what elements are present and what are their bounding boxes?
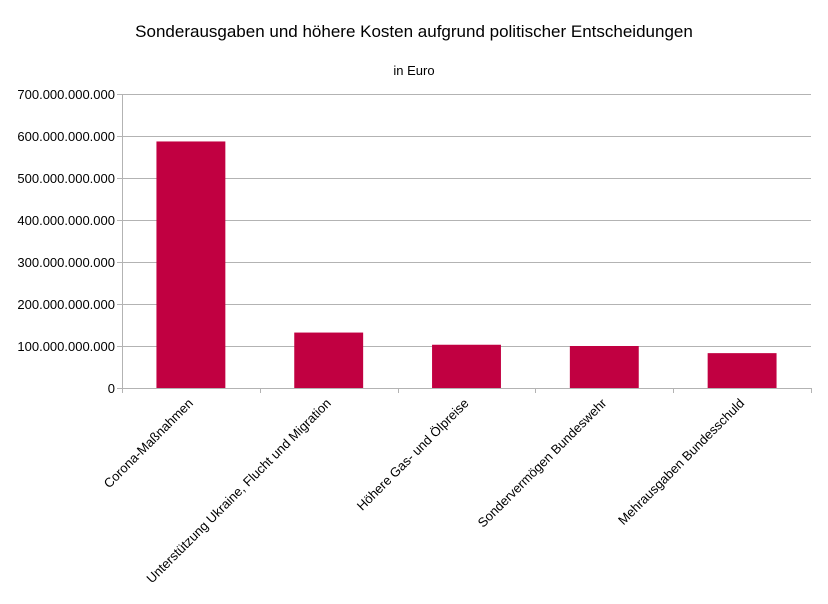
y-tick-label: 400.000.000.000	[17, 213, 115, 228]
chart-subtitle: in Euro	[393, 63, 434, 78]
axes	[122, 94, 812, 393]
x-tick-label: Sondervermögen Bundeswehr	[475, 395, 610, 530]
bar	[432, 344, 501, 388]
bar	[707, 353, 777, 388]
y-tick-label: 700.000.000.000	[17, 87, 115, 102]
bars	[156, 141, 777, 388]
y-tick-label: 500.000.000.000	[17, 171, 115, 186]
x-tick-label: Mehrausgaben Bundesschuld	[615, 396, 747, 528]
x-tick-label: Corona-Maßnahmen	[101, 396, 196, 491]
y-tick-label: 100.000.000.000	[17, 339, 115, 354]
bar	[569, 346, 639, 388]
x-tick-label: Höhere Gas- und Ölpreise	[354, 396, 472, 514]
bar	[294, 332, 364, 388]
y-tick-label: 200.000.000.000	[17, 297, 115, 312]
chart-title: Sonderausgaben und höhere Kosten aufgrun…	[135, 22, 693, 41]
gridlines	[122, 94, 811, 389]
y-tick-label: 0	[108, 381, 115, 396]
y-axis-ticks: 0 100.000.000.000 200.000.000.000 300.000.0…	[17, 87, 122, 396]
y-tick-label: 600.000.000.000	[17, 129, 115, 144]
y-tick-label: 300.000.000.000	[17, 255, 115, 270]
bar	[156, 141, 226, 388]
